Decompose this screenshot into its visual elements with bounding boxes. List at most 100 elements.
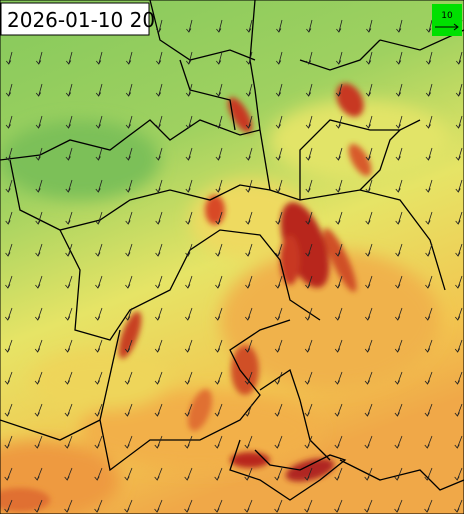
wind-arrow	[35, 83, 43, 97]
wind-arrow	[65, 179, 73, 193]
wind-arrow	[124, 403, 133, 417]
wind-arrow	[124, 339, 133, 353]
wind-arrow	[65, 243, 73, 257]
wind-arrow	[364, 307, 373, 321]
wind-arrow	[304, 499, 313, 513]
wind-arrow	[64, 403, 73, 417]
wind-arrow	[125, 147, 133, 161]
wind-arrow	[64, 307, 73, 321]
wind-arrow	[305, 115, 313, 129]
wind-arrow	[304, 403, 313, 417]
wind-arrow	[155, 115, 163, 129]
wind-arrow	[155, 83, 163, 97]
wind-arrow	[455, 115, 463, 129]
wind-arrow	[215, 83, 223, 97]
wind-arrow	[185, 275, 193, 289]
wind-arrow	[335, 179, 343, 193]
wind-arrow	[64, 371, 73, 385]
wind-arrow	[94, 403, 103, 417]
wind-arrow	[365, 211, 373, 225]
wind-arrow	[334, 339, 343, 353]
wind-arrow	[154, 499, 163, 513]
wind-arrow	[154, 467, 163, 481]
wind-arrow	[184, 499, 193, 513]
wind-arrow	[5, 179, 13, 193]
wind-arrow	[425, 211, 433, 225]
wind-arrow	[394, 307, 403, 321]
wind-arrow	[215, 51, 223, 65]
wind-arrow	[365, 147, 373, 161]
wind-arrow	[275, 51, 283, 65]
wind-arrow	[424, 435, 433, 449]
wind-arrow	[35, 275, 43, 289]
wind-arrow	[366, 19, 373, 33]
wind-arrow	[275, 147, 283, 161]
wind-arrow	[155, 51, 163, 65]
wind-arrow	[395, 51, 403, 65]
wind-arrow	[34, 467, 43, 481]
wind-arrow	[424, 467, 433, 481]
wind-arrow	[454, 307, 463, 321]
wind-arrow	[35, 243, 43, 257]
wind-arrow	[364, 499, 373, 513]
wind-arrow	[215, 275, 223, 289]
wind-arrow	[64, 435, 73, 449]
wind-arrow	[214, 499, 223, 513]
wind-arrow	[124, 435, 133, 449]
wind-arrow	[244, 339, 253, 353]
wind-arrow	[95, 83, 103, 97]
wind-arrow	[65, 275, 73, 289]
wind-arrow	[425, 83, 433, 97]
wind-arrow	[185, 115, 193, 129]
wind-arrow	[395, 115, 403, 129]
wind-arrow	[424, 499, 433, 513]
wind-arrow	[246, 19, 253, 33]
wind-arrow	[334, 307, 343, 321]
wind-arrow	[94, 371, 103, 385]
wind-arrow	[276, 19, 283, 33]
wind-arrow	[425, 147, 433, 161]
wind-arrows	[4, 19, 463, 513]
wind-arrow	[335, 51, 343, 65]
wind-arrow	[275, 275, 283, 289]
wind-arrow	[335, 147, 343, 161]
wind-arrow	[454, 499, 463, 513]
wind-arrow	[364, 403, 373, 417]
wind-arrow	[364, 371, 373, 385]
wind-arrow	[274, 403, 283, 417]
wind-arrow	[394, 339, 403, 353]
wind-arrow	[424, 339, 433, 353]
wind-arrow	[364, 467, 373, 481]
wind-arrow	[335, 243, 343, 257]
wind-arrow	[154, 371, 163, 385]
wind-arrow	[185, 83, 193, 97]
wind-arrow	[34, 339, 43, 353]
wind-arrow	[455, 83, 463, 97]
wind-arrow	[4, 307, 13, 321]
wind-arrow	[304, 339, 313, 353]
wind-arrow	[305, 211, 313, 225]
wind-arrow	[454, 403, 463, 417]
wind-arrow	[125, 179, 133, 193]
wind-arrow	[424, 307, 433, 321]
wind-arrow	[334, 435, 343, 449]
wind-arrow	[154, 435, 163, 449]
wind-arrow	[365, 243, 373, 257]
wind-arrow	[274, 371, 283, 385]
wind-arrow	[5, 83, 13, 97]
wind-arrow	[275, 115, 283, 129]
wind-arrow	[215, 179, 223, 193]
wind-arrow	[454, 467, 463, 481]
wind-arrow	[34, 435, 43, 449]
wind-arrow	[154, 339, 163, 353]
wind-arrow	[35, 147, 43, 161]
wind-arrow	[154, 307, 163, 321]
wind-arrow	[184, 339, 193, 353]
wind-arrow	[95, 211, 103, 225]
wind-arrow	[214, 339, 223, 353]
wind-arrow	[184, 403, 193, 417]
wind-arrow	[455, 51, 463, 65]
wind-arrow	[395, 147, 403, 161]
wind-arrow	[95, 243, 103, 257]
wind-arrow	[365, 83, 373, 97]
